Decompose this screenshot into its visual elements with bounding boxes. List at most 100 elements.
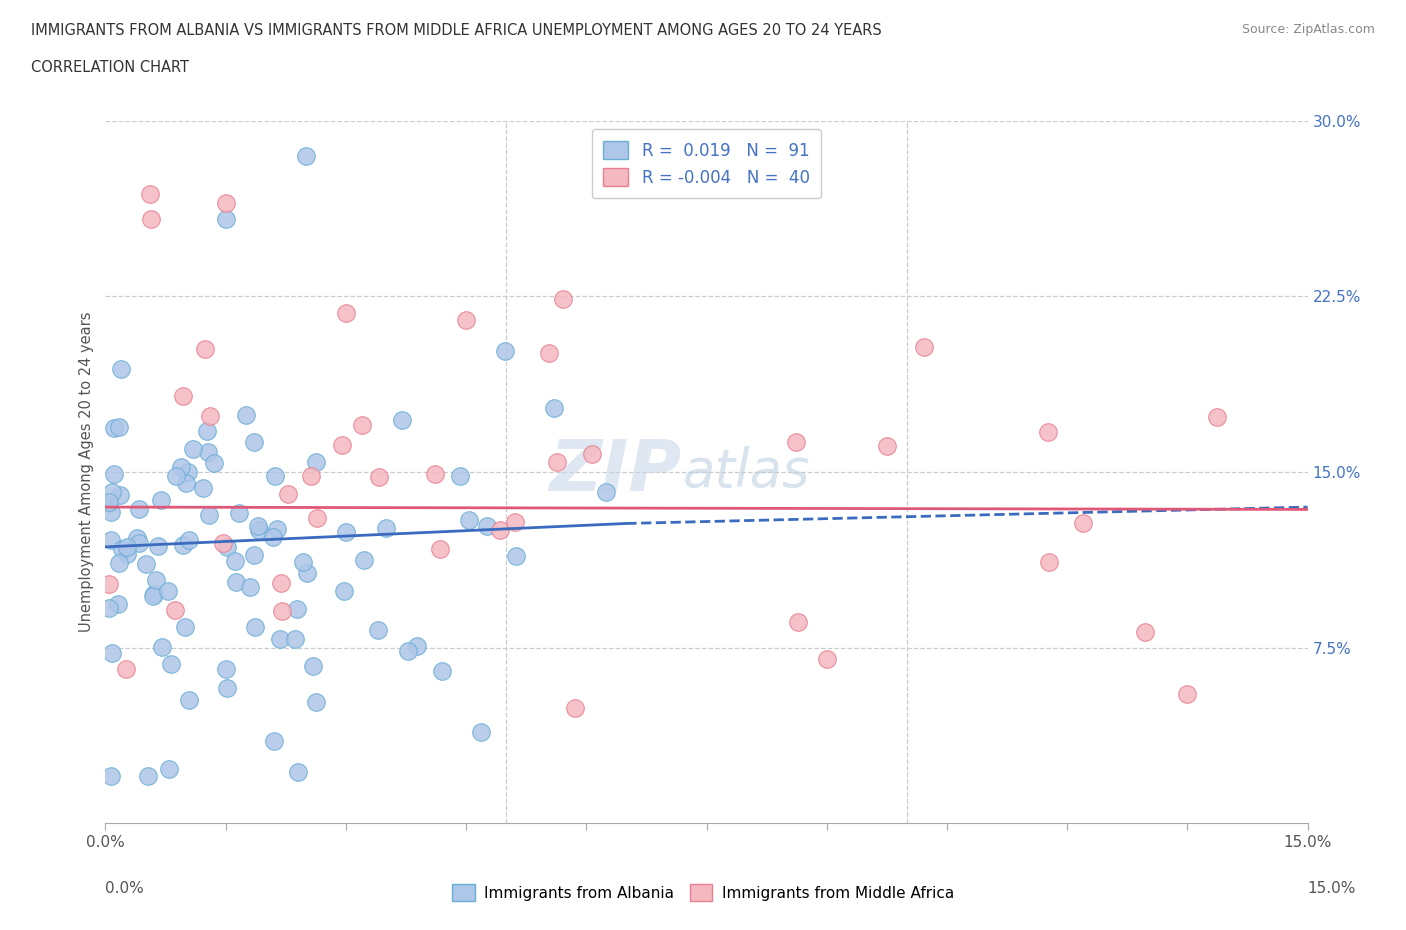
Point <box>139 212 162 227</box>
Point <box>181 441 204 456</box>
Point <box>305 695 328 710</box>
Point <box>159 657 181 671</box>
Point <box>538 346 561 361</box>
Point <box>301 658 323 673</box>
Point <box>115 547 138 562</box>
Point <box>145 572 167 587</box>
Point <box>505 549 527 564</box>
Point <box>115 539 138 554</box>
Point <box>165 603 187 618</box>
Text: atlas: atlas <box>682 446 810 498</box>
Point <box>103 466 125 481</box>
Point <box>243 434 266 449</box>
Point <box>335 305 357 320</box>
Point <box>243 548 266 563</box>
Point <box>1038 425 1060 440</box>
Point <box>110 362 132 377</box>
Point <box>546 455 568 470</box>
Point <box>295 149 318 164</box>
Point <box>172 389 194 404</box>
Point <box>101 485 124 499</box>
Point <box>429 542 451 557</box>
Point <box>128 501 150 516</box>
Point <box>177 464 200 479</box>
Point <box>912 340 935 355</box>
Point <box>194 341 217 356</box>
Point <box>198 409 221 424</box>
Point <box>581 446 603 461</box>
Point <box>475 519 498 534</box>
Point <box>243 619 266 634</box>
Point <box>277 486 299 501</box>
Point <box>406 638 429 653</box>
Point <box>247 518 270 533</box>
Point <box>217 539 239 554</box>
Point <box>271 604 294 618</box>
Point <box>100 505 122 520</box>
Point <box>195 424 218 439</box>
Point <box>98 600 121 615</box>
Y-axis label: Unemployment Among Ages 20 to 24 years: Unemployment Among Ages 20 to 24 years <box>79 312 94 632</box>
Point <box>247 523 270 538</box>
Point <box>367 470 389 485</box>
Point <box>350 418 373 432</box>
Text: CORRELATION CHART: CORRELATION CHART <box>31 60 188 75</box>
Point <box>815 652 838 667</box>
Point <box>299 469 322 484</box>
Point <box>157 762 180 777</box>
Point <box>170 459 193 474</box>
Point <box>391 413 413 428</box>
Point <box>235 408 257 423</box>
Text: 15.0%: 15.0% <box>1308 881 1355 896</box>
Point <box>98 495 121 510</box>
Point <box>149 493 172 508</box>
Legend: R =  0.019   N =  91, R = -0.004   N =  40: R = 0.019 N = 91, R = -0.004 N = 40 <box>592 129 821 198</box>
Point <box>876 439 898 454</box>
Point <box>454 312 477 327</box>
Point <box>215 662 238 677</box>
Point <box>172 538 194 552</box>
Point <box>430 663 453 678</box>
Point <box>263 734 285 749</box>
Point <box>142 587 165 602</box>
Point <box>287 764 309 779</box>
Point <box>333 583 356 598</box>
Point <box>239 579 262 594</box>
Point <box>1205 409 1227 424</box>
Point <box>110 487 132 502</box>
Point <box>212 536 235 551</box>
Point <box>135 557 157 572</box>
Point <box>305 511 328 525</box>
Point <box>98 496 121 511</box>
Point <box>423 467 446 482</box>
Point <box>264 469 287 484</box>
Point <box>214 212 236 227</box>
Point <box>269 631 291 646</box>
Point <box>128 536 150 551</box>
Point <box>225 575 247 590</box>
Point <box>136 769 159 784</box>
Point <box>335 525 357 539</box>
Point <box>101 646 124 661</box>
Point <box>332 438 354 453</box>
Point <box>138 187 160 202</box>
Point <box>1038 554 1060 569</box>
Text: ZIP: ZIP <box>550 437 682 507</box>
Point <box>198 508 221 523</box>
Point <box>108 420 131 435</box>
Point <box>98 577 121 591</box>
Point <box>262 530 284 545</box>
Point <box>100 533 122 548</box>
Point <box>142 588 165 603</box>
Text: IMMIGRANTS FROM ALBANIA VS IMMIGRANTS FROM MIDDLE AFRICA UNEMPLOYMENT AMONG AGES: IMMIGRANTS FROM ALBANIA VS IMMIGRANTS FR… <box>31 23 882 38</box>
Point <box>177 532 200 547</box>
Point <box>202 456 225 471</box>
Point <box>165 469 187 484</box>
Point <box>174 475 197 490</box>
Point <box>374 520 396 535</box>
Point <box>457 512 479 527</box>
Point <box>228 506 250 521</box>
Point <box>295 565 318 580</box>
Point <box>111 541 134 556</box>
Point <box>595 485 617 499</box>
